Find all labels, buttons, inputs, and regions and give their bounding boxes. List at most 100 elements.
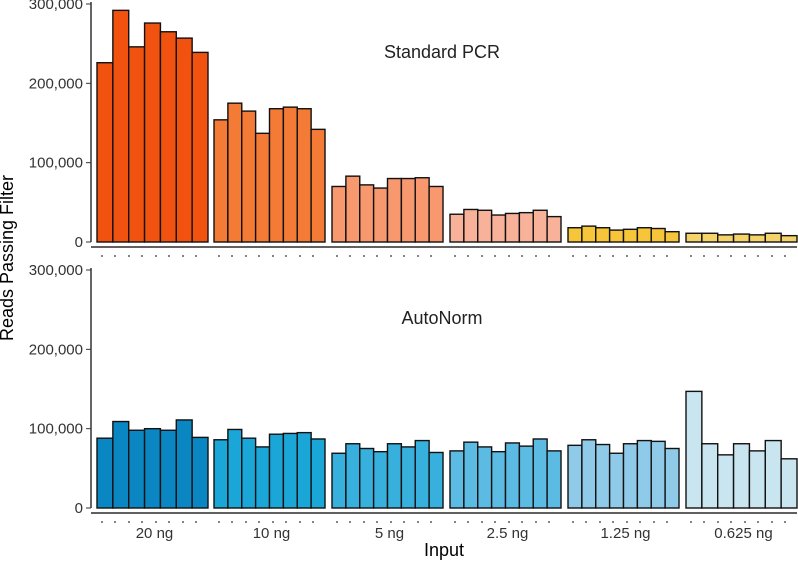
- bar-group-5-ng: [331, 439, 444, 509]
- bar: [546, 215, 562, 243]
- bar: [490, 450, 507, 509]
- x-tick-label: 1.25 ng: [600, 525, 650, 542]
- bar-group-20-ng: [96, 419, 209, 509]
- bar-group-1_25-ng: [567, 439, 680, 509]
- bar: [518, 211, 534, 243]
- bar: [128, 46, 146, 243]
- bar-group-20-ng: [96, 9, 209, 243]
- bar: [241, 437, 257, 509]
- bar: [685, 232, 703, 243]
- bar-group-5-ng: [331, 175, 444, 243]
- bar: [748, 234, 766, 243]
- bar: [372, 450, 389, 509]
- bar: [213, 119, 229, 243]
- bar: [96, 437, 114, 509]
- bar: [227, 102, 243, 243]
- bar: [386, 443, 403, 509]
- bar: [400, 177, 416, 243]
- bar: [227, 428, 243, 509]
- bar: [717, 234, 735, 243]
- bar: [449, 450, 465, 509]
- bar: [650, 227, 666, 243]
- bar: [622, 228, 639, 243]
- bar: [296, 108, 312, 243]
- x-tick-label: 0.625 ng: [714, 525, 772, 542]
- bar-group-0_625-ng: [685, 390, 798, 509]
- bar: [191, 436, 209, 509]
- bar: [717, 454, 735, 509]
- bar: [414, 439, 430, 509]
- bar: [449, 213, 465, 243]
- bar-group-10-ng: [213, 428, 326, 509]
- bar: [636, 227, 652, 243]
- bar: [463, 441, 479, 509]
- bar: [780, 458, 798, 509]
- bar: [345, 443, 361, 509]
- bar: [595, 443, 611, 509]
- bar: [608, 229, 625, 243]
- bar: [463, 208, 479, 243]
- y-tick-label: 0: [75, 500, 83, 517]
- panels-layer: Standard PCR AutoNorm: [96, 9, 798, 509]
- bar: [701, 232, 719, 243]
- bar-group-2_5-ng: [449, 208, 562, 243]
- bar: [386, 177, 403, 243]
- bar: [213, 439, 229, 509]
- bar: [331, 452, 347, 509]
- y-tick-label: 200,000: [29, 341, 83, 358]
- panel-autonorm: AutoNorm: [96, 308, 798, 509]
- bar: [414, 177, 430, 243]
- bar: [359, 184, 375, 243]
- x-tick-label: 2.5 ng: [487, 525, 529, 542]
- bar: [622, 443, 639, 509]
- bar: [546, 450, 562, 509]
- bar: [518, 445, 534, 509]
- bar: [504, 212, 521, 243]
- bar: [310, 438, 326, 509]
- bar: [595, 227, 611, 243]
- bar: [241, 110, 257, 243]
- bar-group-10-ng: [213, 102, 326, 243]
- bar: [310, 128, 326, 243]
- bar: [254, 446, 271, 509]
- bar: [581, 225, 597, 243]
- bar: [732, 443, 751, 509]
- bar: [490, 214, 507, 243]
- bar-group-1_25-ng: [567, 225, 680, 243]
- bar: [282, 432, 298, 509]
- bar: [685, 390, 703, 509]
- y-tick-label: 100,000: [29, 155, 83, 172]
- bar: [664, 230, 680, 243]
- y-tick-label: 300,000: [29, 262, 83, 279]
- bar: [732, 233, 751, 243]
- panel-standard-pcr: Standard PCR: [96, 9, 798, 243]
- bar: [581, 439, 597, 509]
- bar-group-2_5-ng: [449, 438, 562, 509]
- y-tick-label: 300,000: [29, 0, 83, 13]
- axes-layer: 0 100,000 200,000 300,000 0 100,000 200,000 300…: [29, 0, 797, 542]
- bar: [143, 22, 162, 243]
- y-tick-label: 0: [75, 234, 83, 251]
- bar: [532, 438, 548, 509]
- bar: [268, 433, 285, 509]
- x-tick-label: 5 ng: [375, 525, 404, 542]
- bar: [372, 187, 389, 243]
- y-axis-title: Reads Passing Filter: [0, 175, 17, 341]
- bar: [331, 185, 347, 243]
- x-axis-title: Input: [424, 540, 464, 560]
- bar: [664, 447, 680, 509]
- bar: [128, 429, 146, 509]
- bar: [254, 132, 271, 243]
- bar: [636, 439, 652, 509]
- bar: [268, 108, 285, 243]
- bar: [477, 209, 493, 243]
- bar: [112, 9, 130, 243]
- bar: [345, 175, 361, 243]
- bar: [175, 419, 193, 509]
- bar: [477, 446, 493, 509]
- bar: [504, 442, 521, 509]
- bar: [159, 31, 177, 243]
- bar: [282, 106, 298, 243]
- bar: [400, 446, 416, 509]
